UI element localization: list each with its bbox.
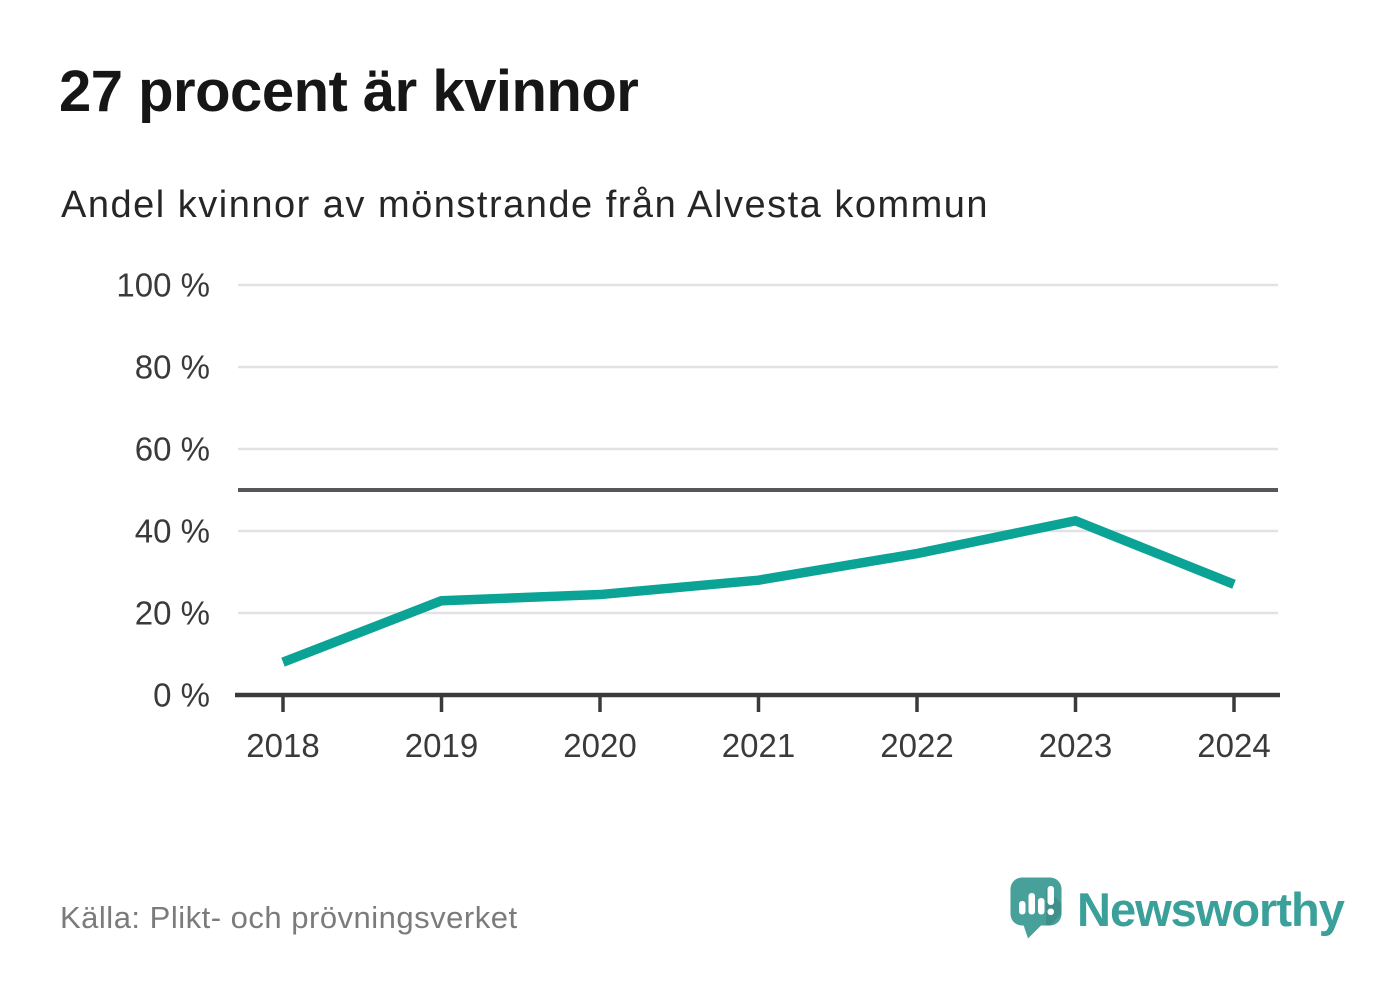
y-axis-label-100: 100 % <box>116 267 210 304</box>
logo-exclamation-stem <box>1047 886 1054 905</box>
x-axis-label-2020: 2020 <box>563 727 636 764</box>
y-axis-label-0: 0 % <box>153 677 210 714</box>
y-axis-label-40: 40 % <box>135 513 210 550</box>
newsworthy-wordmark: Newsworthy <box>1077 883 1345 936</box>
chart-title: 27 procent är kvinnor <box>59 59 639 124</box>
x-axis-label-2021: 2021 <box>722 727 795 764</box>
newsworthy-logo: Newsworthy <box>1010 877 1345 939</box>
y-axis-label-60: 60 % <box>135 431 210 468</box>
logo-exclamation-dot <box>1047 908 1054 915</box>
x-axis-label-2024: 2024 <box>1197 727 1270 764</box>
x-axis-label-2019: 2019 <box>405 727 478 764</box>
logo-bubble-tail <box>1023 923 1043 939</box>
newsworthy-logo-icon <box>1010 877 1062 939</box>
y-axis-label-80: 80 % <box>135 349 210 386</box>
logo-bar-tall <box>1028 893 1035 915</box>
chart-subtitle: Andel kvinnor av mönstrande från Alvesta… <box>61 184 990 226</box>
logo-bar-medium <box>1038 898 1045 915</box>
x-axis-label-2018: 2018 <box>246 727 319 764</box>
source-note: Källa: Plikt- och prövningsverket <box>60 900 518 935</box>
logo-bar-small <box>1019 901 1026 915</box>
data-line-Andel kvinnor av mönstrande <box>281 516 1236 667</box>
x-axis-label-2022: 2022 <box>880 727 953 764</box>
y-axis-label-20: 20 % <box>135 595 210 632</box>
x-axis-label-2023: 2023 <box>1039 727 1112 764</box>
